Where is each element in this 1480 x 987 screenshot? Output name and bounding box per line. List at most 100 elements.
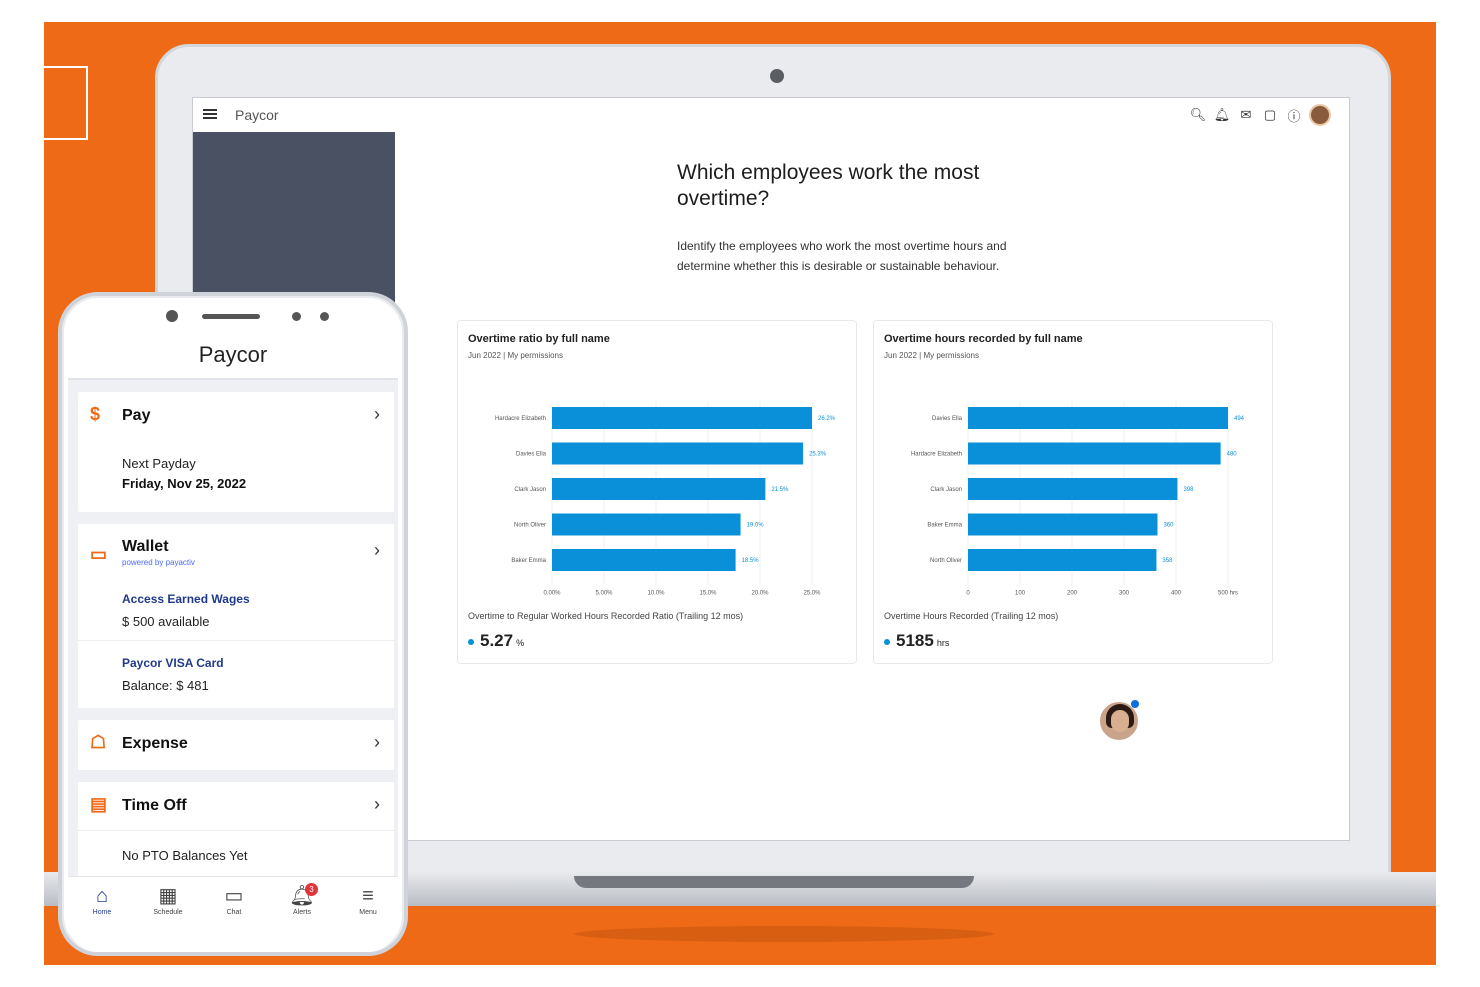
overtime-hours-chart: 0 100 200 300 400 500 hrs Davies Ella 494 Hardac… — [911, 401, 1245, 597]
feedback-icon[interactable]: ▢ — [1263, 107, 1277, 122]
nav-chat[interactable]: ▭ Chat — [204, 883, 264, 916]
wallet-title: Wallet — [122, 538, 169, 555]
card-subtitle: Jun 2022 | My permissions — [884, 351, 980, 360]
laptop-camera — [770, 69, 784, 83]
value-label: 480 — [1227, 452, 1238, 458]
phone-header: Paycor — [68, 328, 398, 380]
metric-number: 5.27 — [480, 631, 514, 650]
category-label: Hardacre Elizabeth — [911, 452, 962, 458]
powered-by-label: powered by payactiv — [122, 558, 195, 567]
bar — [968, 407, 1228, 429]
chevron-right-icon[interactable]: › — [374, 540, 380, 560]
messages-icon[interactable]: ✉ — [1240, 107, 1252, 122]
decorative-square — [44, 66, 88, 140]
visa-card-balance: Balance: $ 481 — [122, 678, 209, 693]
phone-camera — [166, 310, 178, 322]
chevron-right-icon[interactable]: › — [374, 794, 380, 814]
overtime-ratio-card[interactable]: Overtime ratio by full name Jun 2022 | M… — [457, 320, 857, 664]
calendar-icon: ▦ — [158, 885, 178, 907]
expense-card[interactable]: ☖ Expense › — [78, 720, 394, 770]
chevron-right-icon[interactable]: › — [374, 732, 380, 752]
x-tick-label: 300 — [1119, 591, 1130, 597]
category-label: Davies Ella — [932, 416, 963, 422]
bar — [552, 407, 812, 429]
dollar-icon: $ — [90, 404, 101, 424]
x-tick-label: 20.0% — [751, 591, 769, 597]
metric-dot — [884, 638, 890, 645]
phone-frame: Paycor $ Pay › Next Payday Friday, Nov 2… — [58, 292, 408, 956]
help-icon[interactable]: ⓘ — [1287, 108, 1301, 124]
phone-screen: Paycor $ Pay › Next Payday Friday, Nov 2… — [68, 328, 398, 952]
x-tick-label: 5.00% — [595, 591, 613, 597]
metric-number: 5185 — [896, 631, 934, 650]
card-footer: Overtime to Regular Worked Hours Recorde… — [468, 611, 744, 621]
visa-card-link[interactable]: Paycor VISA Card — [122, 656, 224, 670]
x-tick-label: 10.0% — [647, 591, 665, 597]
card-subtitle: Jun 2022 | My permissions — [468, 351, 564, 360]
overtime-hours-card[interactable]: Overtime hours recorded by full name Jun… — [873, 320, 1273, 664]
topbar-actions: 🔍︎ 🔔︎ ✉ ▢ ⓘ — [1189, 104, 1331, 126]
paycor-logo: Paycor — [235, 107, 279, 123]
divider — [78, 640, 394, 641]
x-tick-label: 0 — [966, 591, 970, 597]
nav-label: Alerts — [293, 909, 311, 916]
chat-assistant-avatar[interactable] — [1098, 700, 1140, 742]
nav-menu[interactable]: ≡ Menu — [338, 883, 398, 916]
hamburger-menu-icon[interactable] — [203, 107, 217, 121]
x-tick-label: 500 hrs — [1218, 591, 1238, 597]
laptop-notch — [574, 876, 974, 888]
laptop-shadow — [574, 926, 994, 942]
earned-wages-amount: $ 500 available — [122, 614, 210, 629]
wallet-icon: ▭ — [90, 544, 108, 564]
category-label: Baker Emma — [927, 523, 962, 529]
laptop-screen: Paycor 🔍︎ 🔔︎ ✉ ▢ ⓘ Which employees work … — [192, 97, 1350, 841]
home-icon: ⌂ — [95, 885, 109, 907]
category-label: North Oliver — [514, 523, 546, 529]
nav-label: Schedule — [153, 909, 183, 916]
nav-schedule[interactable]: ▦ Schedule — [138, 883, 198, 916]
nav-label: Menu — [359, 909, 377, 916]
category-label: North Oliver — [930, 558, 962, 564]
pay-card[interactable]: $ Pay › Next Payday Friday, Nov 25, 2022 — [78, 392, 394, 512]
next-payday-date: Friday, Nov 25, 2022 — [122, 476, 247, 491]
x-tick-label: 400 — [1171, 591, 1182, 597]
metric-value: 5185 hrs — [884, 631, 949, 651]
alert-badge: 3 — [305, 883, 318, 896]
page-description: Identify the employees who work the most… — [677, 239, 1007, 273]
notification-bell-icon[interactable]: 🔔︎ — [1213, 107, 1231, 122]
top-bar: Paycor 🔍︎ 🔔︎ ✉ ▢ ⓘ — [193, 98, 1349, 133]
value-label: 26.2% — [818, 416, 836, 422]
time-off-title: Time Off — [122, 797, 187, 814]
earned-wages-link[interactable]: Access Earned Wages — [122, 592, 250, 606]
metric-unit: % — [516, 638, 525, 648]
bar — [552, 549, 736, 571]
x-tick-label: 0.00% — [543, 591, 561, 597]
x-tick-label: 25.0% — [803, 591, 821, 597]
phone-speaker — [202, 314, 260, 319]
metric-dot — [468, 638, 474, 645]
paycor-logo: Paycor — [198, 342, 268, 367]
chat-icon: ▭ — [224, 885, 244, 907]
avatar[interactable] — [1309, 104, 1331, 126]
category-label: Hardacre Elizabeth — [495, 416, 546, 422]
category-label: Baker Emma — [511, 558, 546, 564]
nav-alerts[interactable]: 🔔︎ 3 Alerts — [272, 883, 332, 916]
card-footer: Overtime Hours Recorded (Trailing 12 mos… — [884, 611, 1059, 621]
category-label: Davies Ella — [516, 452, 547, 458]
value-label: 25.3% — [809, 452, 827, 458]
wallet-card[interactable]: ▭ Wallet powered by payactiv › Access Ea… — [78, 524, 394, 708]
value-label: 21.5% — [771, 487, 789, 493]
nav-home[interactable]: ⌂ Home — [72, 883, 132, 916]
value-label: 398 — [1183, 487, 1194, 493]
time-off-card[interactable]: ▤ Time Off › No PTO Balances Yet — [78, 782, 394, 876]
search-icon[interactable]: 🔍︎ — [1189, 107, 1207, 122]
chevron-right-icon[interactable]: › — [374, 404, 380, 424]
menu-icon: ≡ — [362, 885, 374, 907]
calendar-icon: ▤ — [90, 794, 108, 814]
divider — [78, 830, 394, 831]
avatar-face — [1111, 710, 1129, 732]
metric-unit: hrs — [936, 638, 950, 648]
value-label: 19.0% — [747, 523, 765, 529]
bar — [552, 478, 766, 500]
category-label: Clark Jason — [514, 487, 546, 493]
